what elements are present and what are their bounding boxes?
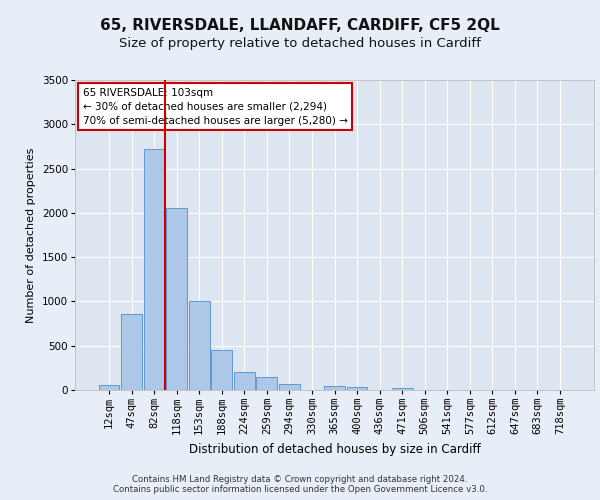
Bar — [143, 149, 164, 390]
Text: Contains HM Land Registry data © Crown copyright and database right 2024.
Contai: Contains HM Land Registry data © Crown c… — [113, 474, 487, 494]
Text: Size of property relative to detached houses in Cardiff: Size of property relative to detached ho… — [119, 38, 481, 51]
Text: 65, RIVERSDALE, LLANDAFF, CARDIFF, CF5 2QL: 65, RIVERSDALE, LLANDAFF, CARDIFF, CF5 2… — [100, 18, 500, 32]
Bar — [324, 386, 345, 390]
Bar — [121, 314, 142, 390]
Bar — [234, 372, 254, 390]
Bar — [211, 350, 232, 390]
Bar — [166, 208, 187, 390]
Bar — [347, 387, 367, 390]
Bar — [189, 300, 209, 390]
Bar — [98, 385, 119, 390]
X-axis label: Distribution of detached houses by size in Cardiff: Distribution of detached houses by size … — [188, 443, 481, 456]
Bar — [256, 377, 277, 390]
Y-axis label: Number of detached properties: Number of detached properties — [26, 148, 36, 322]
Bar — [279, 384, 300, 390]
Bar — [392, 388, 413, 390]
Text: 65 RIVERSDALE: 103sqm
← 30% of detached houses are smaller (2,294)
70% of semi-d: 65 RIVERSDALE: 103sqm ← 30% of detached … — [83, 88, 347, 126]
